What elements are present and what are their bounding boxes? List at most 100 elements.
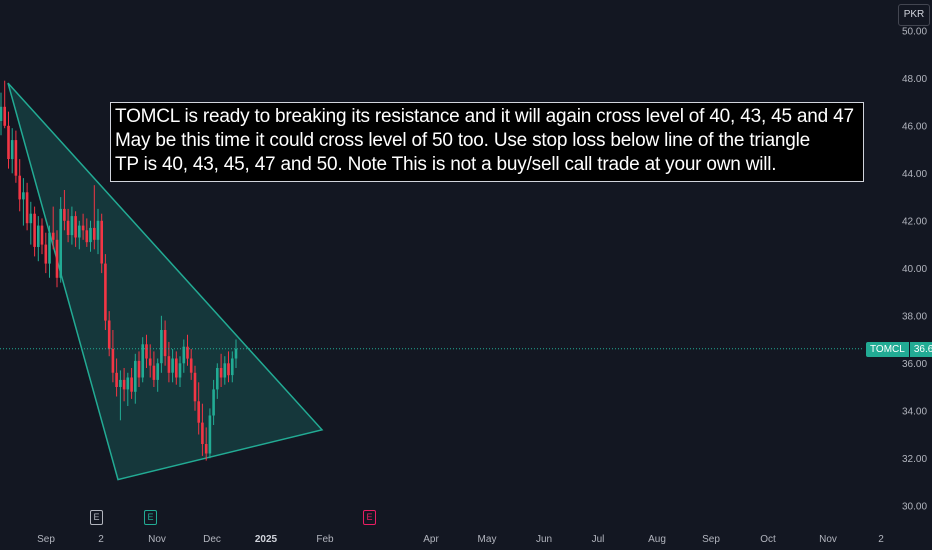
candlestick-series [0,80,238,461]
x-tick-label: Nov [148,534,166,545]
y-tick-label: 50.00 [902,26,927,37]
candle-body [115,372,118,387]
candle [160,315,163,373]
candle-body [219,368,223,378]
time-axis[interactable]: Sep 2 Nov Dec 2025 Feb Apr May Jun Jul Aug Sep Oct No… [37,534,884,545]
candle-body [51,232,55,240]
candle [89,220,92,252]
x-tick-label: Dec [203,534,221,545]
price-axis[interactable]: 30.00 32.00 34.00 36.00 38.00 40.00 42.00 44.00… [902,26,927,512]
earnings-marker[interactable]: E [363,510,376,525]
candle-body [178,363,182,378]
candle [145,334,148,368]
candle [107,311,111,357]
x-tick-label: Apr [423,534,439,545]
candle-body [0,106,3,121]
candle-body [134,360,137,392]
candle-body [145,344,148,359]
candle [148,344,152,378]
candle [10,128,14,174]
x-tick-label: Jul [592,534,605,545]
candle-body [85,230,89,243]
candle [0,92,3,136]
candle-body [25,192,29,224]
candle-body [111,349,115,373]
candle-body [96,220,100,240]
candle-body [163,330,167,357]
x-tick-label: Oct [760,534,776,545]
candle-body [227,363,230,376]
candle [231,351,234,383]
x-tick-label: 2 [98,534,104,545]
candle-body [201,422,204,444]
candle-body [208,415,212,454]
candle-body [70,216,74,236]
candle [216,363,219,399]
candle-body [55,239,59,278]
candle-body [130,377,133,392]
candle-body [122,379,126,390]
candle-body [216,368,219,390]
candle-body [167,356,171,373]
candle [55,230,59,288]
candle-body [44,244,48,264]
candle [119,370,122,421]
candle-body [37,225,40,247]
candle-body [137,360,141,378]
candle-body [18,175,21,200]
candle [137,351,141,387]
candle-body [234,348,238,359]
candle [197,382,200,435]
price-tag-symbol: TOMCL [866,342,909,357]
candle [111,330,115,383]
candle [134,353,137,404]
candle [33,206,36,257]
candle [122,368,126,402]
candle [227,351,230,383]
candle-body [100,220,103,264]
candle-body [182,346,186,364]
candle [66,208,70,243]
annotation-line-3: TP is 40, 43, 45, 47 and 50. Note This i… [115,154,777,175]
candle [201,403,204,456]
price-tag-value: 36.61 [909,342,932,357]
y-tick-label: 44.00 [902,169,927,180]
currency-label[interactable]: PKR [898,4,930,26]
candle [7,111,10,169]
candle [189,349,193,380]
candle [212,379,215,425]
candle [193,365,197,411]
candle [14,130,18,183]
y-tick-label: 46.00 [902,121,927,132]
candle [208,408,212,459]
triangle-pattern[interactable] [7,82,324,481]
candle-body [33,213,36,247]
candle [204,427,208,461]
last-price-tag: TOMCL 36.61 [866,342,932,357]
candle-body [63,208,66,221]
text-annotation[interactable]: TOMCL is ready to breaking its resistanc… [110,102,864,182]
candle-body [22,192,25,200]
triangle-shape[interactable] [7,82,324,481]
candle-body [7,125,10,159]
candle [18,159,21,212]
earnings-marker[interactable]: E [90,510,103,525]
candle-body [186,346,189,359]
candle-body [204,444,208,454]
candle-body [141,344,144,378]
candle-body [171,358,174,373]
candle-body [104,263,107,321]
x-tick-label: 2025 [255,534,278,545]
candle [96,208,100,255]
candle [29,201,33,245]
candle [51,206,55,250]
candle-body [10,140,14,160]
x-tick-label: Jun [536,534,552,545]
earnings-marker[interactable]: E [144,510,157,525]
y-tick-label: 36.00 [902,359,927,370]
candle [37,216,40,262]
candle [40,218,44,255]
candle-body [189,358,193,373]
candle [44,232,48,274]
